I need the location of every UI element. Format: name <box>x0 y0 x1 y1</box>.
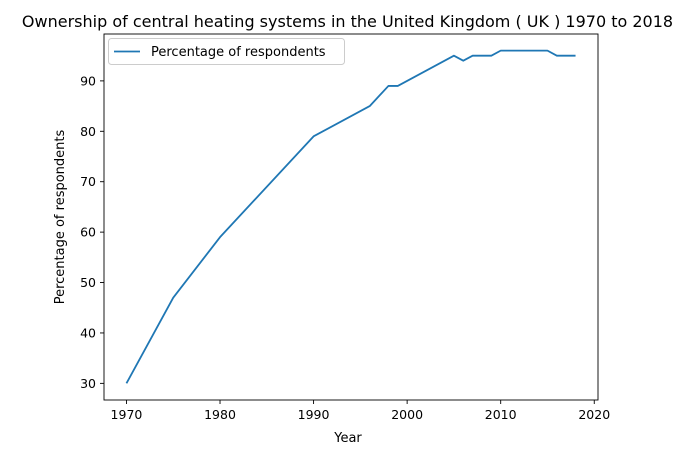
y-tick-label: 80 <box>80 124 96 139</box>
plot-area-frame <box>103 33 599 401</box>
legend-label: Percentage of respondents <box>151 45 326 60</box>
y-tick-label: 50 <box>80 275 96 290</box>
y-tick-label: 40 <box>80 325 96 340</box>
y-tick-label: 60 <box>80 225 96 240</box>
y-tick-label: 90 <box>80 73 96 88</box>
y-axis-label: Percentage of respondents <box>53 129 68 304</box>
y-tick-label: 30 <box>80 376 96 391</box>
series-line <box>125 49 576 384</box>
y-tick-label: 70 <box>80 174 96 189</box>
chart-title: Ownership of central heating systems in … <box>22 12 673 31</box>
legend-box <box>108 38 345 65</box>
x-tick-label: 1970 <box>111 407 143 422</box>
x-tick-label: 2010 <box>485 407 517 422</box>
x-axis-label: Year <box>333 431 362 446</box>
x-tick-label: 1990 <box>298 407 330 422</box>
x-tick-label: 1980 <box>204 407 236 422</box>
x-tick-label: 2020 <box>578 407 610 422</box>
legend: Percentage of respondents <box>108 38 345 65</box>
x-tick-label: 2000 <box>391 407 423 422</box>
